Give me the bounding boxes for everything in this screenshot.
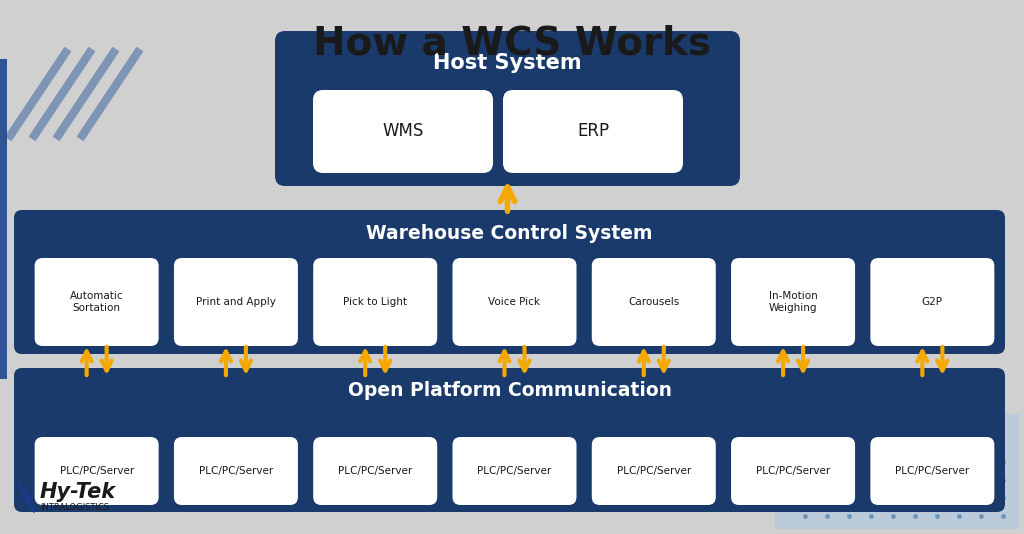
Text: Automatic
Sortation: Automatic Sortation (70, 291, 124, 313)
Text: PLC/PC/Server: PLC/PC/Server (199, 466, 273, 476)
Text: Hy-Tek: Hy-Tek (40, 482, 116, 502)
FancyBboxPatch shape (592, 258, 716, 346)
Text: Pick to Light: Pick to Light (343, 297, 408, 307)
Text: How a WCS Works: How a WCS Works (313, 24, 711, 62)
FancyBboxPatch shape (14, 210, 1005, 354)
FancyBboxPatch shape (870, 437, 994, 505)
FancyBboxPatch shape (592, 437, 716, 505)
FancyBboxPatch shape (870, 258, 994, 346)
Text: PLC/PC/Server: PLC/PC/Server (59, 466, 134, 476)
FancyBboxPatch shape (731, 258, 855, 346)
Text: PLC/PC/Server: PLC/PC/Server (338, 466, 413, 476)
Text: ERP: ERP (577, 122, 609, 140)
FancyBboxPatch shape (35, 258, 159, 346)
Text: Host System: Host System (433, 53, 582, 73)
Text: G2P: G2P (922, 297, 943, 307)
Text: Voice Pick: Voice Pick (488, 297, 541, 307)
FancyBboxPatch shape (174, 258, 298, 346)
FancyBboxPatch shape (731, 437, 855, 505)
Text: In-Motion
Weighing: In-Motion Weighing (769, 291, 817, 313)
Text: Carousels: Carousels (628, 297, 679, 307)
Text: PLC/PC/Server: PLC/PC/Server (756, 466, 830, 476)
FancyBboxPatch shape (453, 258, 577, 346)
FancyBboxPatch shape (313, 437, 437, 505)
Text: INTRALOGISTICS: INTRALOGISTICS (40, 502, 109, 512)
FancyBboxPatch shape (275, 31, 740, 186)
Text: WMS: WMS (382, 122, 424, 140)
FancyBboxPatch shape (0, 59, 7, 379)
FancyBboxPatch shape (174, 437, 298, 505)
FancyBboxPatch shape (313, 258, 437, 346)
Text: Open Platform Communication: Open Platform Communication (347, 381, 672, 400)
FancyBboxPatch shape (313, 90, 493, 173)
Text: Warehouse Control System: Warehouse Control System (367, 224, 652, 243)
Text: PLC/PC/Server: PLC/PC/Server (895, 466, 970, 476)
Text: PLC/PC/Server: PLC/PC/Server (477, 466, 552, 476)
Text: Print and Apply: Print and Apply (196, 297, 275, 307)
FancyBboxPatch shape (35, 437, 159, 505)
FancyBboxPatch shape (453, 437, 577, 505)
FancyBboxPatch shape (775, 414, 1019, 529)
FancyBboxPatch shape (503, 90, 683, 173)
Text: PLC/PC/Server: PLC/PC/Server (616, 466, 691, 476)
FancyBboxPatch shape (14, 368, 1005, 512)
